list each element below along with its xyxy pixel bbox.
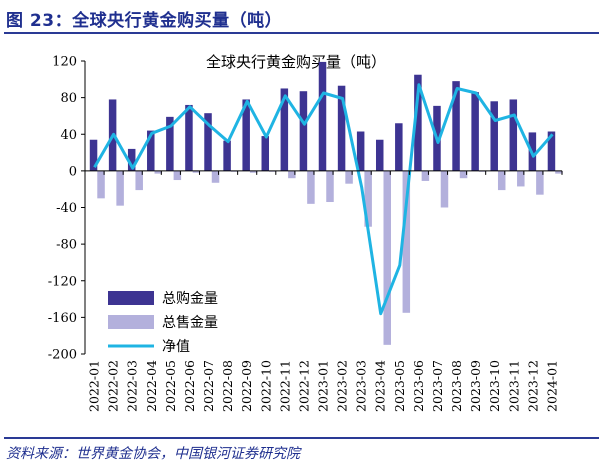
x-tick-label: 2023-06	[411, 360, 426, 412]
bar-buy	[242, 99, 250, 171]
x-tick-label: 2022-07	[201, 360, 216, 412]
bar-sell	[536, 170, 544, 195]
x-tick-label: 2022-09	[239, 360, 254, 412]
bar-buy	[375, 139, 384, 171]
y-tick-label: -80	[56, 238, 77, 253]
bar-buy	[185, 104, 193, 171]
y-tick-label: 80	[60, 91, 77, 106]
y-tick-label: 0	[69, 164, 77, 179]
x-tick-label: 2023-03	[354, 360, 369, 412]
x-tick-label: 2023-05	[392, 360, 407, 412]
bar-sell	[440, 170, 449, 208]
bar-buy	[414, 74, 422, 171]
y-tick-label: -160	[48, 311, 77, 326]
x-tick-label: 2023-10	[487, 360, 502, 412]
x-tick-label: 2022-04	[144, 360, 159, 412]
bar-sell	[211, 170, 220, 183]
legend-swatch	[108, 315, 154, 329]
x-tick-label: 2022-10	[258, 360, 273, 412]
bar-sell	[116, 170, 124, 206]
y-tick-label: -40	[56, 201, 77, 216]
x-tick-label: 2022-01	[87, 360, 102, 412]
bar-sell	[345, 170, 353, 184]
bar-sell	[402, 170, 411, 313]
bar-buy	[471, 92, 479, 171]
legend-label: 净值	[162, 339, 190, 355]
bar-sell	[364, 170, 372, 227]
bar-sell	[307, 170, 315, 204]
x-tick-label: 2023-09	[468, 360, 483, 412]
x-tick-label: 2023-11	[506, 360, 521, 412]
x-tick-label: 2022-03	[125, 360, 140, 412]
x-tick-label: 2023-07	[430, 360, 445, 412]
x-tick-label: 2023-02	[335, 360, 350, 412]
top-rule	[4, 32, 599, 34]
chart-title: 全球央行黄金购买量（吨）	[206, 53, 386, 71]
bar-sell	[249, 170, 258, 173]
chart: 全球央行黄金购买量（吨） 120 80 40 0 -40 -80 -120 -160 -200 2…	[48, 53, 563, 412]
bar-buy	[509, 99, 518, 171]
bar-buy	[395, 123, 403, 171]
x-tick-label: 2022-08	[220, 360, 235, 412]
bar-buy	[204, 113, 212, 171]
legend-label: 总售金量	[162, 315, 218, 331]
y-tick-label: -120	[48, 274, 77, 289]
legend-label: 总购金量	[162, 291, 218, 307]
x-tick-label: 2023-01	[316, 360, 331, 412]
bar-buy	[147, 130, 155, 171]
bar-sell	[135, 170, 143, 191]
bar-buy	[547, 131, 556, 171]
bar-sell	[497, 170, 506, 191]
y-tick-label: -200	[48, 348, 77, 363]
bar-sell	[326, 170, 334, 203]
bar-sell	[459, 170, 468, 179]
bar-sell	[192, 170, 201, 173]
bar-buy	[452, 81, 460, 171]
bar-buy	[356, 131, 365, 171]
bar-buy	[490, 101, 498, 171]
bar-buy	[318, 61, 327, 171]
bar-sell	[517, 170, 525, 187]
x-tick-label: 2022-06	[182, 360, 197, 412]
bar-sell	[154, 170, 163, 174]
bar-buy	[299, 91, 308, 171]
x-tick-label: 2024-01	[544, 360, 559, 412]
x-tick-label: 2022-02	[106, 360, 121, 412]
legend-swatch	[108, 291, 154, 305]
x-tick-label: 2023-04	[373, 360, 388, 412]
figure-title: 图 23：全球央行黄金购买量（吨）	[6, 11, 283, 31]
x-tick-label: 2022-11	[277, 360, 292, 412]
bar-sell	[421, 170, 430, 181]
source-note: 资料来源：世界黄金协会，中国银河证券研究院	[6, 446, 300, 462]
bar-buy	[166, 116, 174, 171]
bar-buy	[280, 88, 289, 171]
x-tick-label: 2023-12	[525, 360, 540, 412]
bar-buy	[127, 148, 136, 171]
bar-sell	[173, 170, 182, 181]
bar-buy	[89, 139, 98, 171]
bar-sell	[97, 170, 105, 199]
bar-sell	[383, 170, 391, 345]
bottom-rule	[4, 437, 599, 439]
bar-sell	[288, 170, 296, 179]
bar-buy	[223, 140, 231, 171]
bar-sell	[555, 170, 563, 174]
net-line	[93, 83, 554, 316]
x-tick-label: 2022-05	[163, 360, 178, 412]
y-tick-label: 120	[52, 55, 77, 70]
x-tick-label: 2023-08	[449, 360, 464, 412]
x-tick-label: 2022-12	[296, 360, 311, 412]
bar-buy	[261, 136, 270, 171]
bar-buy	[337, 85, 346, 171]
y-tick-label: 40	[60, 128, 77, 143]
